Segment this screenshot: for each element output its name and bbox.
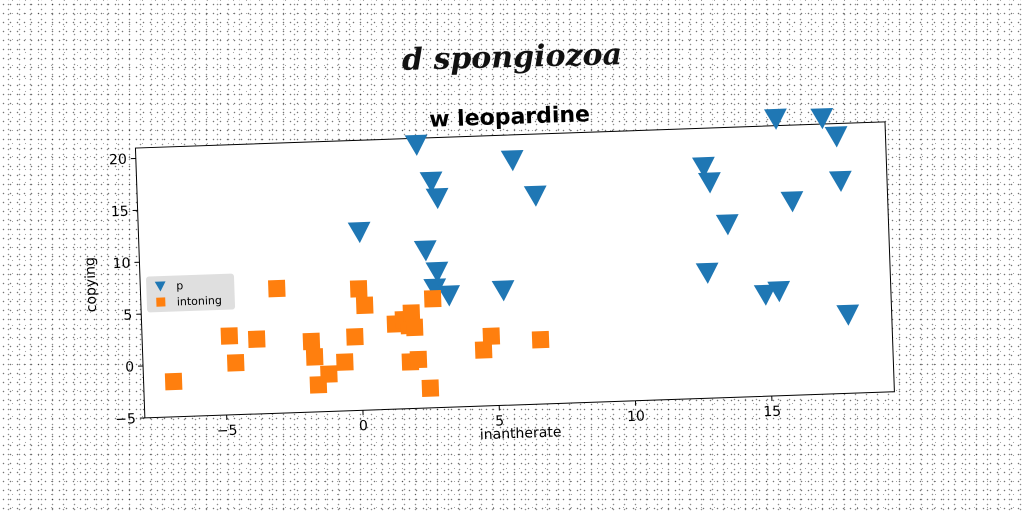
series-p-point <box>404 134 428 156</box>
series-intoning-point <box>355 296 374 315</box>
data-points <box>164 107 860 397</box>
series-p-point <box>500 149 524 172</box>
series-intoning-point <box>531 330 550 349</box>
y-tick-label: 20 <box>109 152 127 169</box>
series-intoning-point <box>220 327 239 345</box>
series-intoning-point <box>305 348 324 366</box>
series-intoning-point <box>405 318 424 337</box>
series-p-point <box>715 214 739 236</box>
legend-marker-p <box>154 281 166 292</box>
series-intoning-point <box>164 372 183 391</box>
legend-label: p <box>176 279 183 292</box>
series-p-point <box>695 262 719 284</box>
series-intoning-point <box>346 328 364 346</box>
series-intoning-point <box>268 279 286 298</box>
series-intoning-point <box>349 280 368 298</box>
series-p-point <box>697 172 721 194</box>
y-tick-label: 10 <box>112 256 130 273</box>
series-p-point <box>425 187 449 210</box>
y-axis-label: copying <box>82 257 100 313</box>
series-p-point <box>836 304 860 326</box>
series-p-point <box>810 107 834 130</box>
series-intoning-point <box>421 379 440 397</box>
series-p-point <box>767 280 791 303</box>
series-intoning-point <box>402 304 421 322</box>
x-tick-label: 15 <box>763 404 781 421</box>
legend-marker-intoning <box>156 297 166 307</box>
series-intoning-point <box>320 365 338 383</box>
series-p-point <box>691 156 715 179</box>
series-p-point <box>491 280 515 302</box>
x-axis-label: inantherate <box>480 424 562 443</box>
series-p-point <box>425 261 449 283</box>
x-tick-label: 10 <box>627 408 645 425</box>
series-intoning-point <box>409 350 428 369</box>
legend-label: intoning <box>177 294 222 309</box>
chart-rotated-group: w leopardine inantherate copying −5 0 5 10 1… <box>82 102 895 443</box>
series-p-point <box>423 278 447 300</box>
series-intoning-point <box>423 289 442 308</box>
series-intoning-point <box>474 341 493 359</box>
x-tick-label: 5 <box>495 413 504 429</box>
legend-box <box>146 273 236 313</box>
y-tick-label: 15 <box>111 204 129 221</box>
series-p-point <box>763 108 787 130</box>
chart-title: w leopardine <box>429 102 591 133</box>
x-tick-label: −5 <box>217 423 238 440</box>
series-intoning-point <box>226 353 245 372</box>
series-p-point <box>780 191 804 213</box>
series-p-point <box>413 240 437 262</box>
series-p-point <box>824 126 848 148</box>
series-p-point <box>347 221 371 244</box>
x-tick-label: 0 <box>359 418 368 434</box>
y-tick-label: 0 <box>125 359 134 375</box>
y-tick-label: 5 <box>123 307 132 323</box>
series-intoning-point <box>302 332 321 351</box>
plot-area <box>134 121 895 419</box>
series-intoning-point <box>336 353 354 371</box>
axis-ticks: −5 0 5 10 15 −5 0 5 10 15 20 <box>109 152 782 440</box>
series-intoning-point <box>482 327 501 345</box>
series-p-point <box>828 170 852 192</box>
y-tick-label: −5 <box>115 411 136 428</box>
series-p-point <box>753 284 777 306</box>
series-p-point <box>419 171 443 193</box>
legend: p intoning <box>146 273 236 313</box>
series-intoning-point <box>247 330 266 348</box>
series-p-point <box>523 185 547 207</box>
series-p-point <box>437 285 461 307</box>
